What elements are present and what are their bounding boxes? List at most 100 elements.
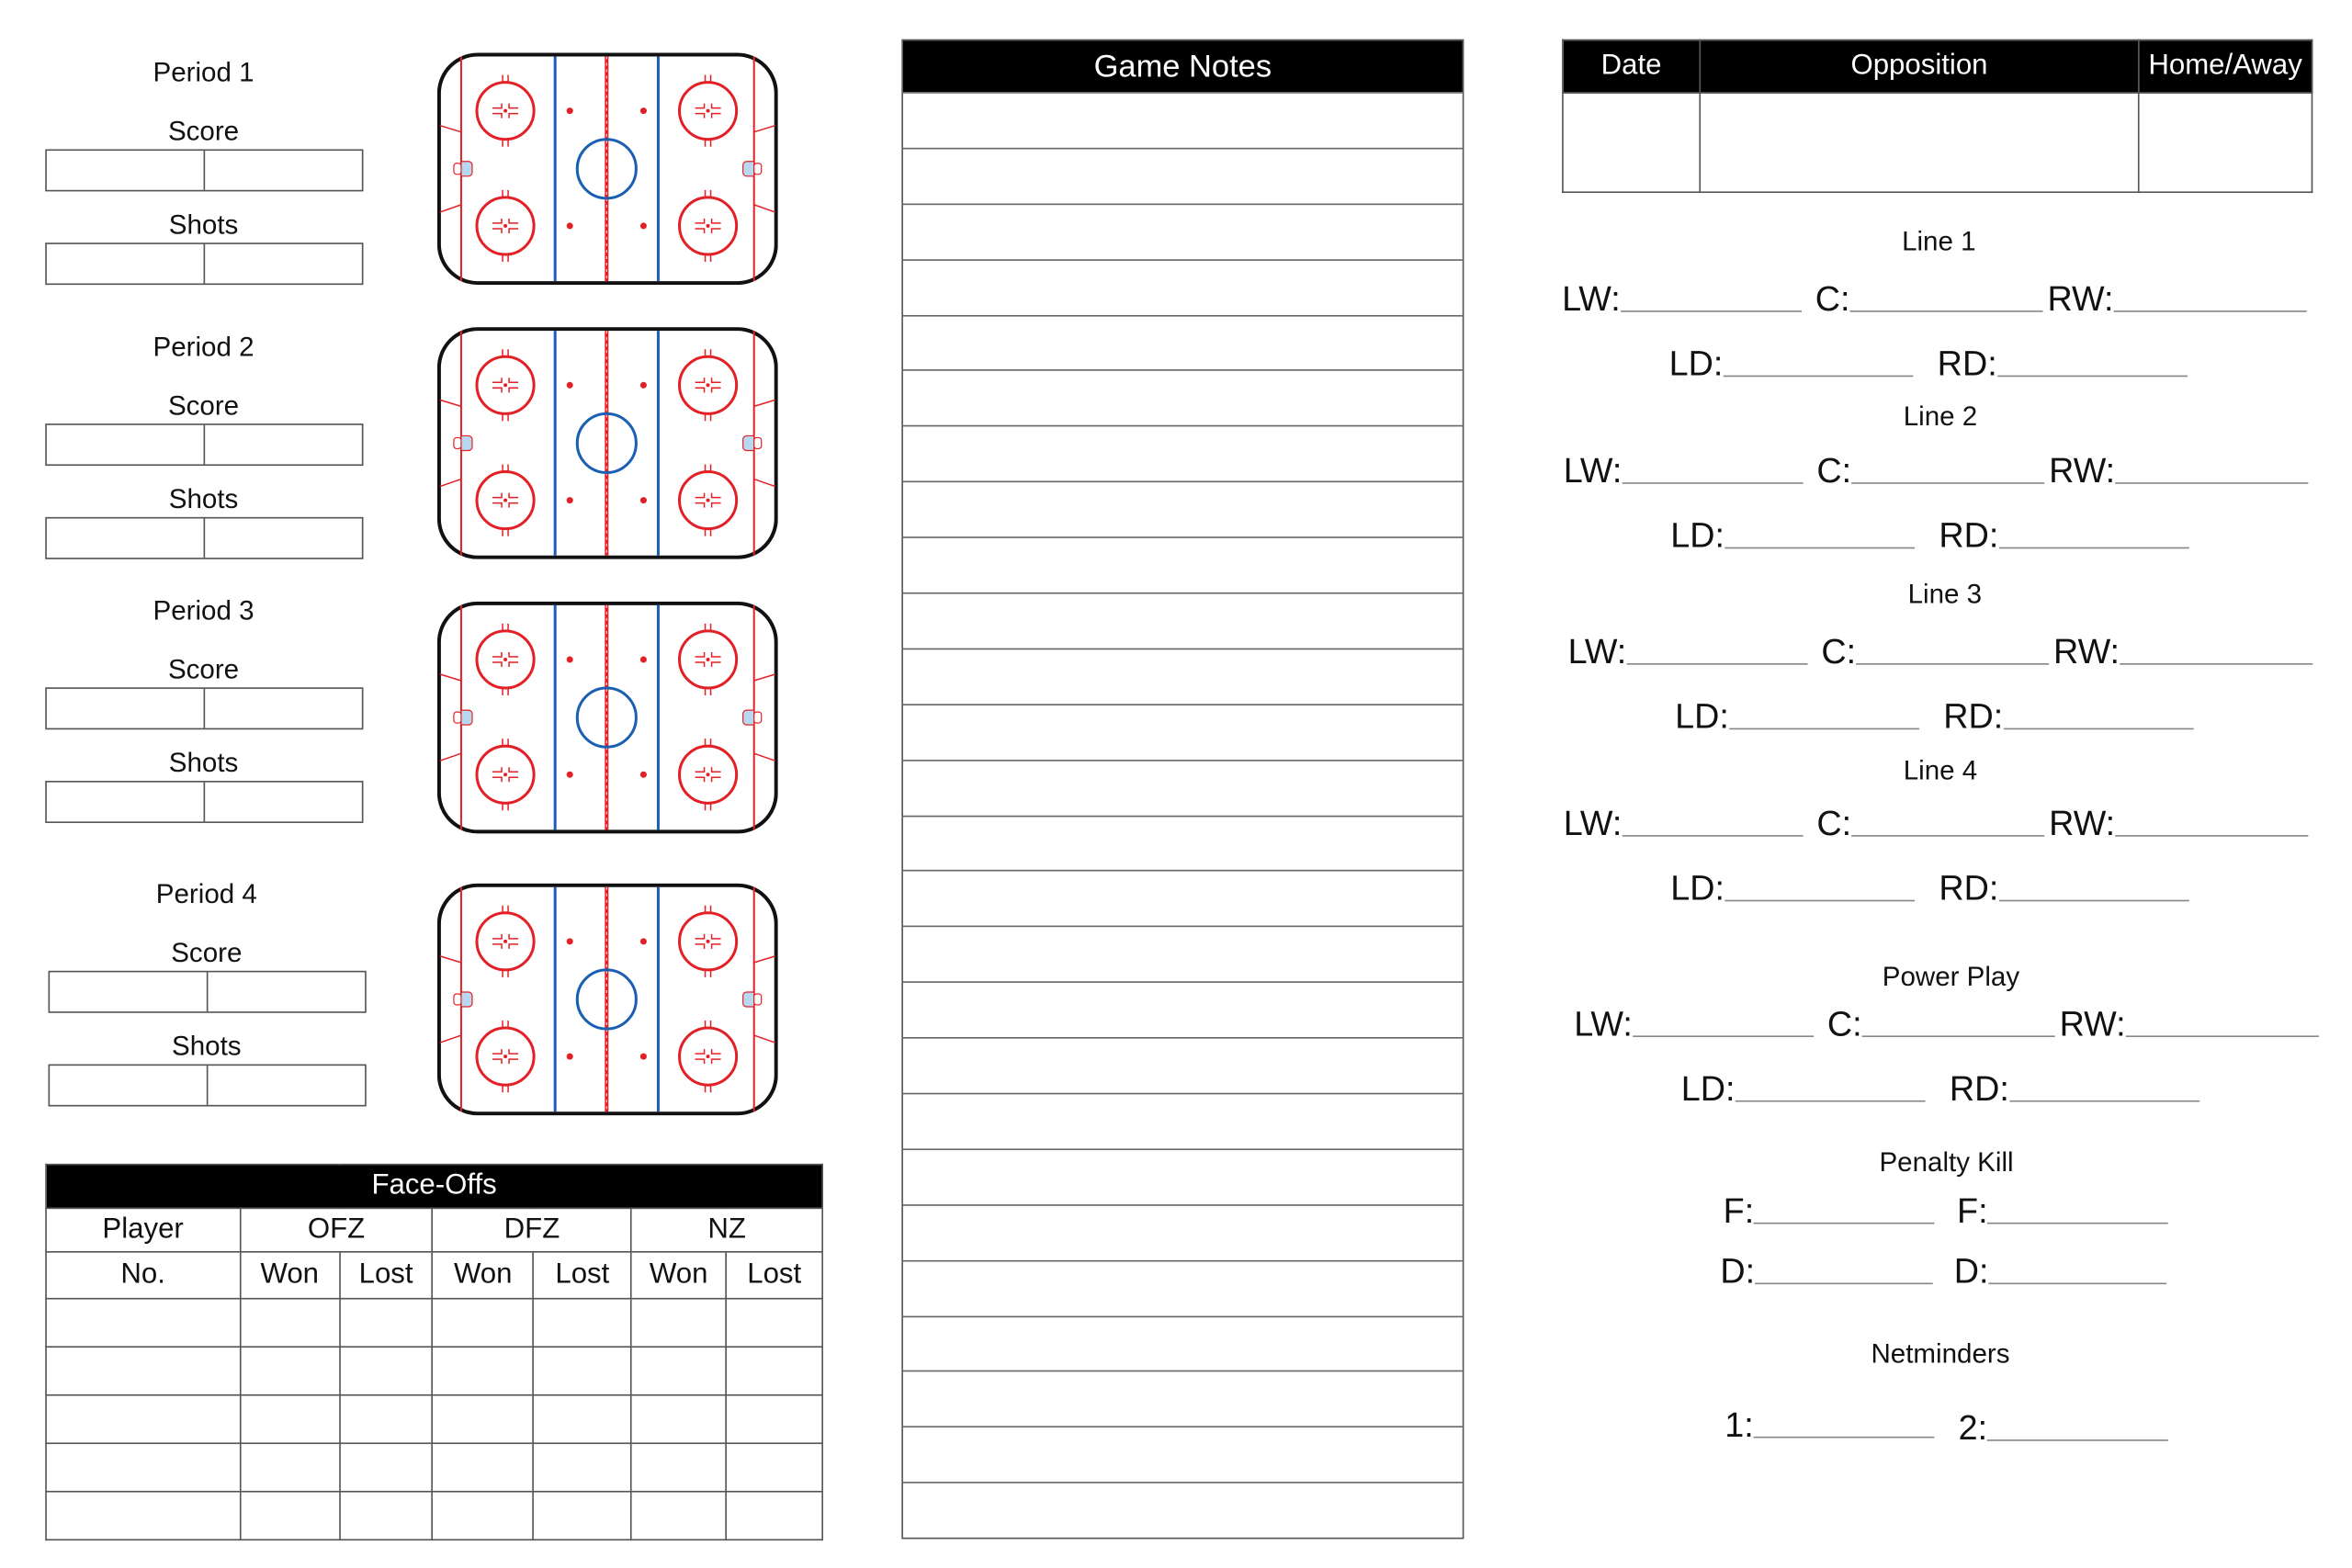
faceoff-cell[interactable] — [532, 1346, 632, 1396]
c-field[interactable]: C: — [1816, 451, 2045, 491]
note-line[interactable] — [902, 704, 1463, 760]
score-away-field[interactable] — [203, 688, 362, 728]
faceoff-cell[interactable] — [239, 1346, 341, 1396]
faceoff-cell[interactable] — [432, 1490, 535, 1541]
rink-diagram[interactable] — [436, 327, 778, 559]
faceoff-cell[interactable] — [338, 1346, 434, 1396]
faceoff-cell[interactable] — [532, 1490, 632, 1541]
rw-field[interactable]: RW: — [2060, 1004, 2319, 1044]
shots-away-field[interactable] — [203, 782, 362, 822]
faceoff-cell[interactable] — [630, 1393, 728, 1445]
note-line[interactable] — [902, 1482, 1463, 1539]
c-field[interactable]: C: — [1827, 1004, 2055, 1044]
lw-field[interactable]: LW: — [1562, 279, 1802, 320]
ld-field[interactable]: LD: — [1670, 515, 1915, 556]
c-field[interactable]: C: — [1815, 279, 2043, 320]
shots-away-field[interactable] — [203, 243, 362, 284]
faceoff-cell[interactable] — [45, 1297, 242, 1348]
shots-home-field[interactable] — [47, 244, 204, 284]
rd-field[interactable]: RD: — [1950, 1068, 2199, 1109]
home-away-cell[interactable] — [2137, 92, 2313, 194]
rw-field[interactable]: RW: — [2049, 451, 2309, 491]
lw-field[interactable]: LW: — [1564, 451, 1804, 491]
faceoff-cell[interactable] — [532, 1442, 632, 1493]
rd-field[interactable]: RD: — [1943, 696, 2194, 737]
note-line[interactable] — [902, 926, 1463, 982]
ld-field[interactable]: LD: — [1675, 696, 1919, 737]
score-home-field[interactable] — [47, 151, 204, 190]
faceoff-cell[interactable] — [338, 1393, 434, 1445]
pk-f2-field[interactable]: F: — [1957, 1190, 2169, 1231]
opposition-cell[interactable] — [1699, 92, 2140, 194]
score-away-field[interactable] — [203, 151, 362, 190]
faceoff-cell[interactable] — [725, 1393, 823, 1445]
faceoff-cell[interactable] — [725, 1297, 823, 1348]
pk-d2-field[interactable]: D: — [1954, 1251, 2167, 1292]
faceoff-cell[interactable] — [432, 1393, 535, 1445]
note-line[interactable] — [902, 369, 1463, 426]
faceoff-cell[interactable] — [239, 1442, 341, 1493]
faceoff-cell[interactable] — [338, 1297, 434, 1348]
note-line[interactable] — [902, 1371, 1463, 1427]
note-line[interactable] — [902, 1037, 1463, 1093]
score-home-field[interactable] — [47, 425, 204, 465]
rink-diagram[interactable] — [436, 52, 778, 286]
note-line[interactable] — [902, 147, 1463, 204]
rw-field[interactable]: RW: — [2047, 279, 2307, 320]
note-line[interactable] — [902, 815, 1463, 871]
faceoff-cell[interactable] — [239, 1297, 341, 1348]
note-line[interactable] — [902, 981, 1463, 1038]
shots-home-field[interactable] — [47, 519, 204, 558]
note-line[interactable] — [902, 1148, 1463, 1204]
faceoff-cell[interactable] — [45, 1490, 242, 1541]
note-line[interactable] — [902, 203, 1463, 259]
score-home-field[interactable] — [50, 972, 207, 1011]
faceoff-cell[interactable] — [725, 1442, 823, 1493]
faceoff-cell[interactable] — [45, 1393, 242, 1445]
note-line[interactable] — [902, 1259, 1463, 1315]
note-line[interactable] — [902, 648, 1463, 704]
faceoff-cell[interactable] — [338, 1442, 434, 1493]
c-field[interactable]: C: — [1816, 804, 2045, 844]
faceoff-cell[interactable] — [630, 1442, 728, 1493]
faceoff-cell[interactable] — [630, 1490, 728, 1541]
faceoff-cell[interactable] — [45, 1346, 242, 1396]
rw-field[interactable]: RW: — [2049, 804, 2309, 844]
faceoff-cell[interactable] — [239, 1393, 341, 1445]
shots-home-field[interactable] — [47, 783, 204, 822]
lw-field[interactable]: LW: — [1574, 1004, 1814, 1044]
ld-field[interactable]: LD: — [1681, 1068, 1926, 1109]
faceoff-cell[interactable] — [630, 1346, 728, 1396]
lw-field[interactable]: LW: — [1564, 804, 1804, 844]
faceoff-cell[interactable] — [432, 1346, 535, 1396]
faceoff-cell[interactable] — [45, 1442, 242, 1493]
score-away-field[interactable] — [206, 972, 365, 1012]
ld-field[interactable]: LD: — [1670, 868, 1915, 908]
faceoff-cell[interactable] — [338, 1490, 434, 1541]
note-line[interactable] — [902, 592, 1463, 649]
faceoff-cell[interactable] — [432, 1297, 535, 1348]
note-line[interactable] — [902, 870, 1463, 927]
note-line[interactable] — [902, 1427, 1463, 1483]
faceoff-cell[interactable] — [725, 1490, 823, 1541]
shots-away-field[interactable] — [203, 518, 362, 558]
rd-field[interactable]: RD: — [1939, 868, 2189, 908]
rink-diagram[interactable] — [436, 883, 778, 1116]
rink-diagram[interactable] — [436, 601, 778, 834]
faceoff-cell[interactable] — [630, 1297, 728, 1348]
lw-field[interactable]: LW: — [1568, 632, 1808, 672]
note-line[interactable] — [902, 759, 1463, 816]
shots-home-field[interactable] — [50, 1066, 207, 1105]
pk-d1-field[interactable]: D: — [1720, 1251, 1933, 1292]
note-line[interactable] — [902, 536, 1463, 592]
score-home-field[interactable] — [47, 689, 204, 728]
note-line[interactable] — [902, 314, 1463, 370]
note-line[interactable] — [902, 1203, 1463, 1260]
netminder-2-field[interactable]: 2: — [1959, 1408, 2169, 1449]
rw-field[interactable]: RW: — [2053, 632, 2313, 672]
ld-field[interactable]: LD: — [1669, 344, 1914, 384]
faceoff-cell[interactable] — [725, 1346, 823, 1396]
pk-f1-field[interactable]: F: — [1724, 1190, 1936, 1231]
rd-field[interactable]: RD: — [1938, 344, 2188, 384]
note-line[interactable] — [902, 480, 1463, 537]
